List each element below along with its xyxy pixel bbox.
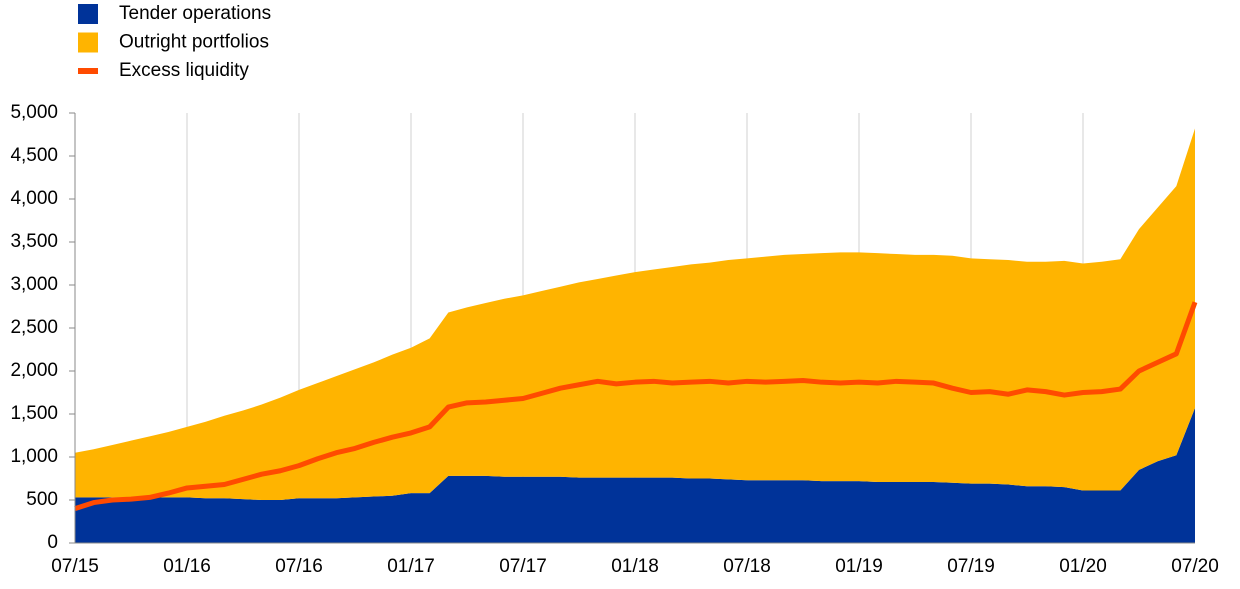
y-tick-label: 1,000 <box>10 446 58 467</box>
x-tick-label: 07/15 <box>51 556 99 577</box>
legend-label: Excess liquidity <box>119 60 249 81</box>
x-tick-label: 07/17 <box>499 556 547 577</box>
y-tick-label: 2,500 <box>10 317 58 338</box>
legend-label: Tender operations <box>119 3 271 24</box>
area <box>75 128 1195 501</box>
y-tick-label: 500 <box>26 489 58 510</box>
legend-swatch <box>78 32 98 53</box>
line <box>74 301 1198 511</box>
x-tick-label: 01/20 <box>1059 556 1107 577</box>
legend-label: Outright portfolios <box>119 32 269 53</box>
area <box>75 407 1195 543</box>
legend-swatch <box>78 4 98 24</box>
x-tick-label: 01/19 <box>835 556 883 577</box>
x-tick-label: 07/20 <box>1171 556 1219 577</box>
y-tick-label: 0 <box>47 532 58 553</box>
y-tick-label: 5,000 <box>10 102 58 123</box>
y-tick-label: 3,000 <box>10 274 58 295</box>
y-tick-label: 2,000 <box>10 360 58 381</box>
x-tick-label: 01/17 <box>387 556 435 577</box>
x-tick-label: 01/18 <box>611 556 659 577</box>
y-tick-label: 1,500 <box>10 403 58 424</box>
x-tick-label: 07/18 <box>723 556 771 577</box>
x-tick-label: 01/16 <box>163 556 211 577</box>
y-tick-label: 3,500 <box>10 231 58 252</box>
x-tick-label: 07/19 <box>947 556 995 577</box>
y-tick-label: 4,500 <box>10 145 58 166</box>
x-tick-label: 07/16 <box>275 556 323 577</box>
legend-swatch <box>78 68 98 74</box>
y-tick-label: 4,000 <box>10 188 58 209</box>
